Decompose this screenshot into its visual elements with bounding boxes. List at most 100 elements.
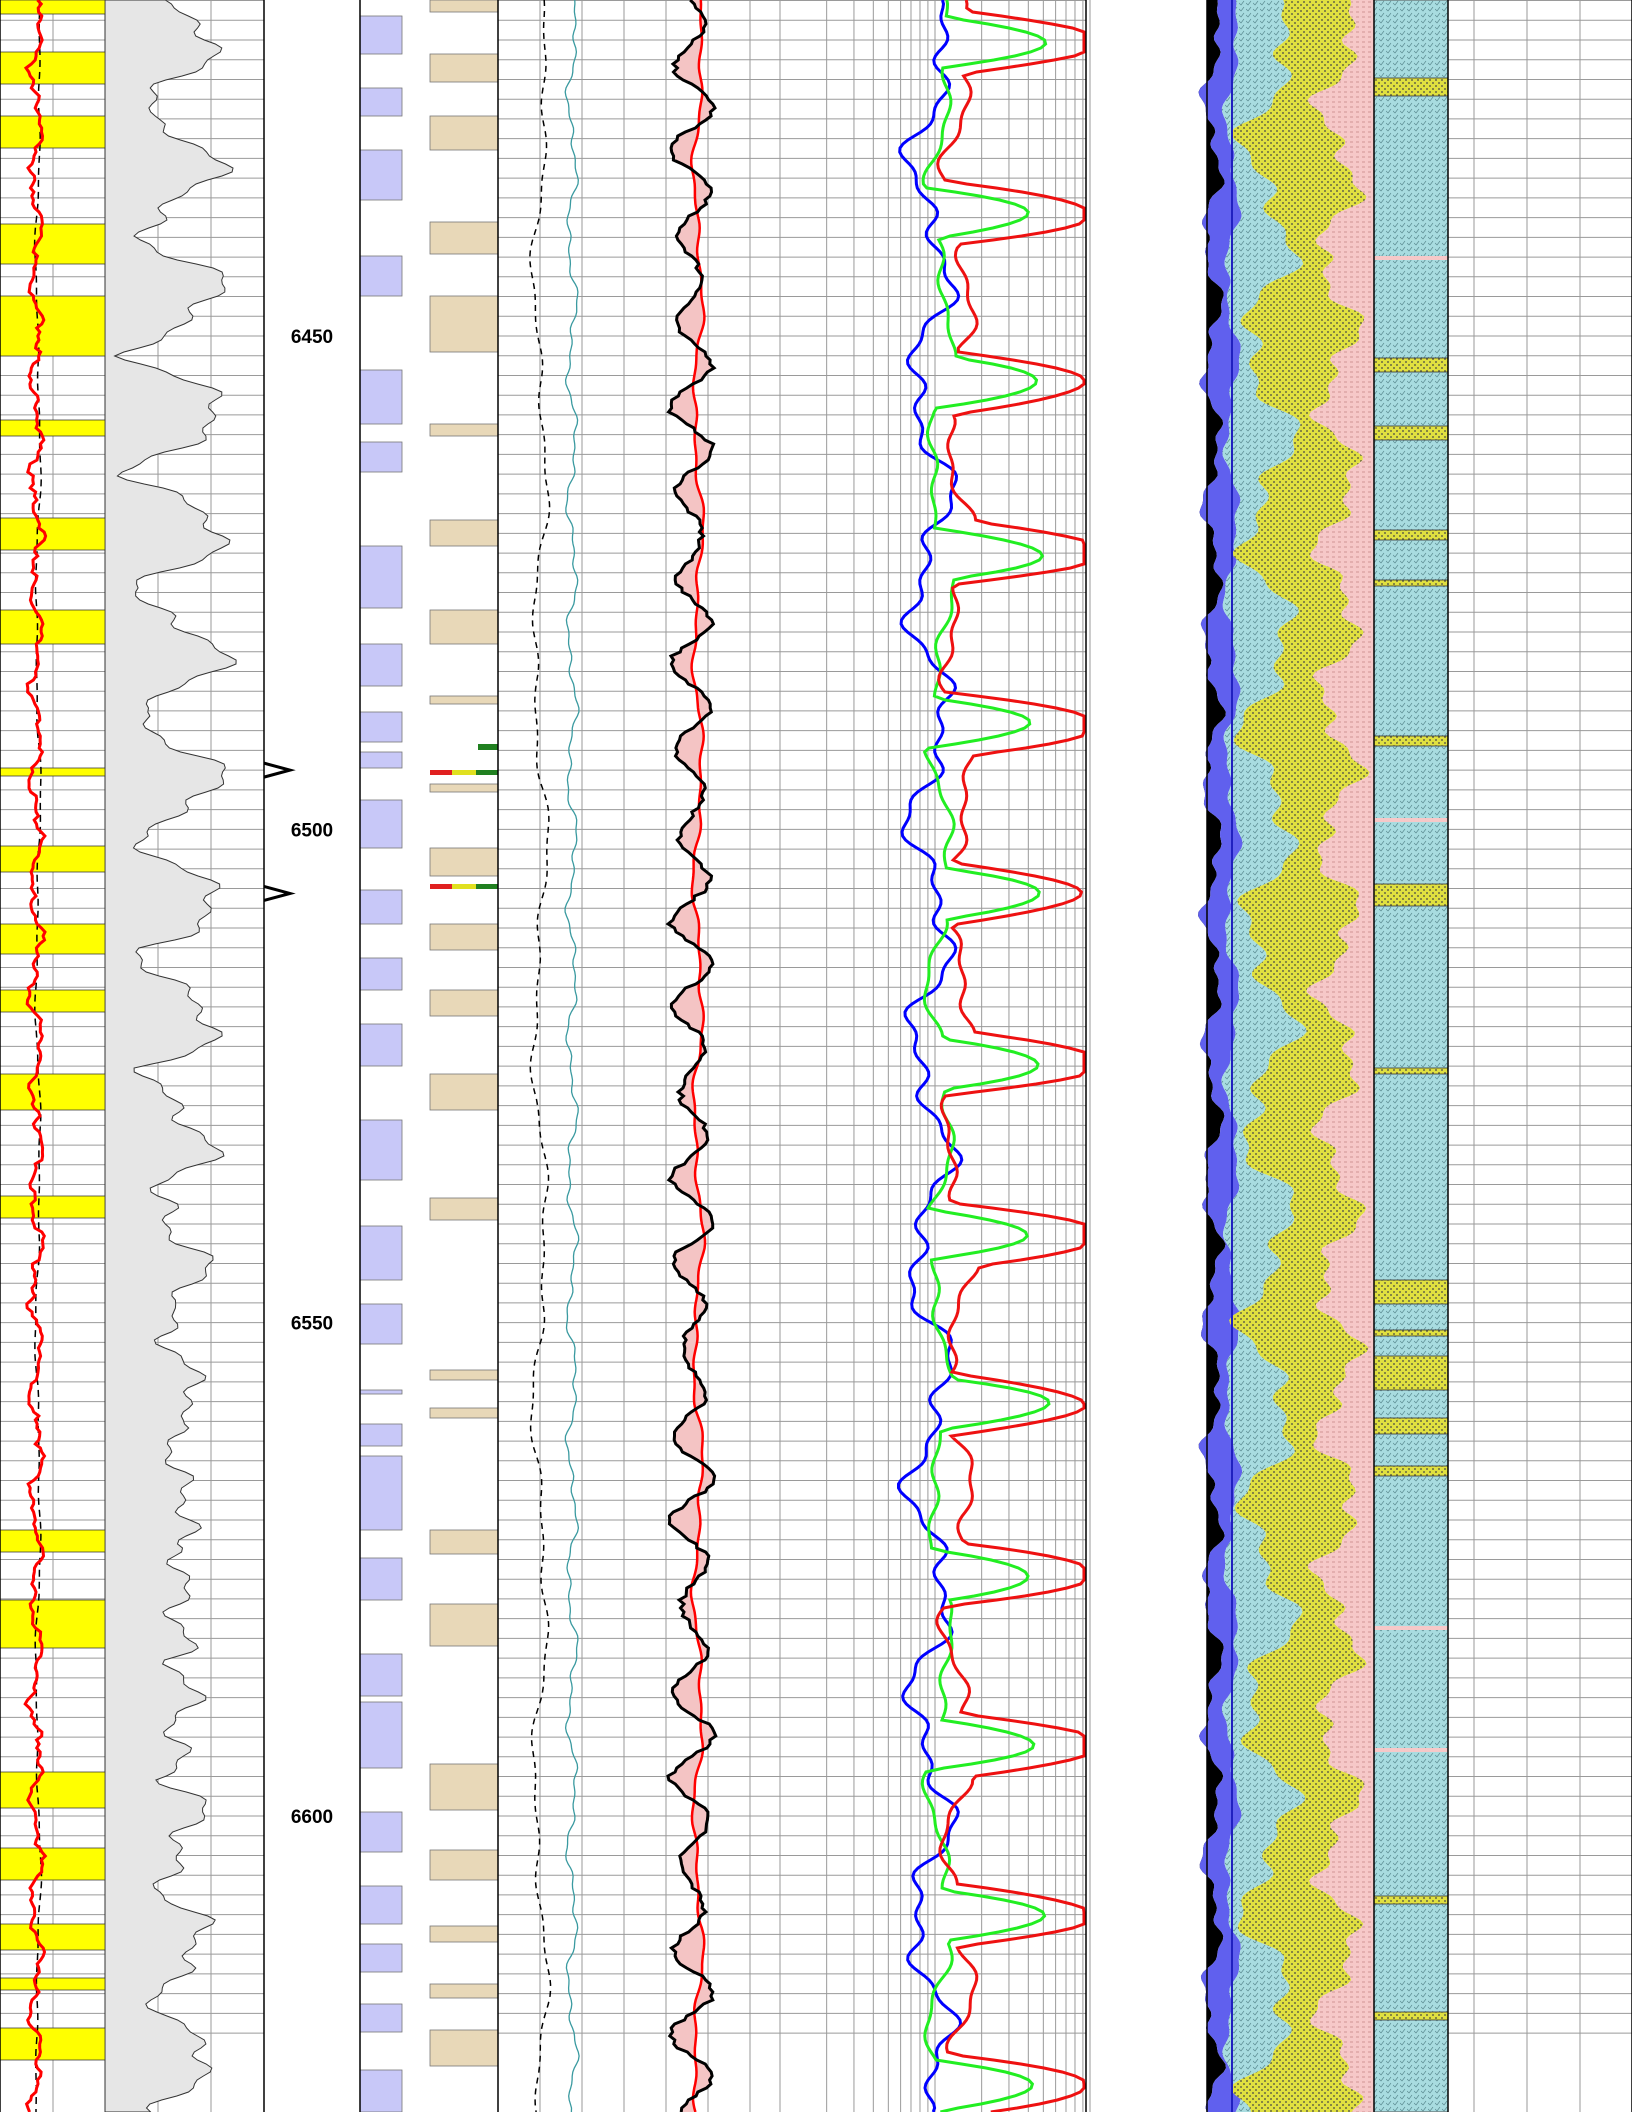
interval-block-blue [359, 1701, 403, 1769]
interval-block-blue [359, 751, 403, 769]
interval-block-tan [429, 0, 499, 13]
depth-label: 6450 [291, 327, 333, 348]
interval-block-blue [359, 2003, 403, 2033]
resistivity-curve [23, 0, 48, 2112]
sand-flag [0, 419, 106, 437]
lith-black [1198, 0, 1226, 2112]
interval-block-tan [429, 923, 499, 951]
interval-block-tan [429, 1603, 499, 1647]
sand-flag [0, 1073, 106, 1111]
lith-sand-pattern [1374, 1418, 1448, 1434]
sand-flag [0, 923, 106, 955]
lith-sand-pattern [1374, 580, 1448, 586]
interval-block-tan [429, 989, 499, 1017]
depth-label: 6500 [291, 820, 333, 841]
interval-block-tan [429, 847, 499, 877]
sand-flag [0, 51, 106, 85]
interval-block-tan [429, 221, 499, 255]
sand-flag [0, 2027, 106, 2061]
lith-pink-band [1374, 1748, 1448, 1752]
lith-sand-pattern [1374, 884, 1448, 906]
interval-block-tan [429, 1369, 499, 1381]
interval-block-tan [429, 1407, 499, 1419]
sand-flag [0, 1195, 106, 1219]
flag-green [478, 744, 498, 750]
flag-green [476, 884, 498, 889]
sand-flag [0, 989, 106, 1013]
lith-pink-band [1374, 818, 1448, 822]
depth-label: 6600 [291, 1807, 333, 1828]
interval-block-tan [429, 115, 499, 151]
interval-block-tan [429, 1529, 499, 1555]
lith-sand-pattern [1374, 78, 1448, 96]
interval-block-tan [429, 1925, 499, 1943]
lith-sand-pattern [1374, 1330, 1448, 1336]
lith-pink-pattern [1306, 0, 1374, 2112]
lith-pink-band [1374, 256, 1448, 260]
lith-sand-pattern [1374, 1280, 1448, 1304]
sand-flag [0, 1599, 106, 1649]
interval-block-blue [359, 711, 403, 743]
interval-block-tan [429, 2029, 499, 2067]
sand-flag [0, 767, 106, 777]
interval-block-blue [359, 799, 403, 849]
interval-block-tan [429, 1763, 499, 1811]
formation-top-marker [263, 761, 296, 779]
formation-top-marker [263, 885, 296, 902]
lith-lightblue-pattern [1221, 0, 1307, 2112]
interval-block-blue [359, 1023, 403, 1067]
flag-red [430, 770, 452, 775]
flag-yellow [452, 884, 476, 889]
interval-block-blue [359, 149, 403, 201]
lith-sand-pattern [1374, 1466, 1448, 1476]
depth-label: 6550 [291, 1314, 333, 1335]
lith-column-pattern [1374, 0, 1448, 2112]
flag-green [476, 770, 498, 775]
interval-block-tan [429, 423, 499, 437]
interval-block-blue [359, 957, 403, 991]
sand-flag [0, 1847, 106, 1881]
interval-block-blue [359, 369, 403, 425]
green-curve [920, 0, 1051, 2112]
red-log-curve [935, 0, 1086, 2112]
sand-flag [0, 1923, 106, 1951]
interval-block-blue [359, 1119, 403, 1181]
lith-sand-pattern [1374, 1068, 1448, 1074]
interval-block-tan [429, 1849, 499, 1881]
interval-block-blue [359, 1885, 403, 1925]
interval-block-blue [359, 15, 403, 55]
gr-fill [104, 0, 237, 2112]
lith-sand-pattern [1374, 1896, 1448, 1904]
track-curves [0, 0, 1449, 2112]
interval-block-blue [359, 889, 403, 925]
depth-track: 6450 6500 6550 6600 [263, 327, 333, 1828]
interval-block-blue [359, 1423, 403, 1447]
teal-curve [564, 0, 580, 2112]
interval-block-blue [359, 1557, 403, 1601]
interval-block-tan [429, 53, 499, 83]
interval-block-blue [359, 1811, 403, 1853]
lith-sand-pattern [1374, 530, 1448, 540]
sand-flag [0, 517, 106, 551]
lith-pink-band [1374, 1626, 1448, 1630]
interval-block-blue [359, 1455, 403, 1531]
sand-flag [0, 0, 106, 15]
sand-flag [0, 609, 106, 645]
interval-block-tan [429, 609, 499, 645]
interval-block-blue [359, 545, 403, 609]
interval-block-tan [429, 295, 499, 353]
interval-block-blue [359, 643, 403, 687]
lith-sand-pattern [1374, 2012, 1448, 2020]
sand-flag [0, 1529, 106, 1553]
lith-sand-pattern [1374, 1356, 1448, 1390]
dashed-black-curve [529, 0, 552, 2112]
lith-sand-pattern [1374, 358, 1448, 372]
flag-yellow [452, 770, 476, 775]
sand-flag [0, 1977, 106, 1991]
flag-red [430, 884, 452, 889]
pink-fill [668, 0, 716, 2112]
interval-block-blue [359, 1389, 403, 1395]
lith-sand-pattern [1374, 426, 1448, 440]
